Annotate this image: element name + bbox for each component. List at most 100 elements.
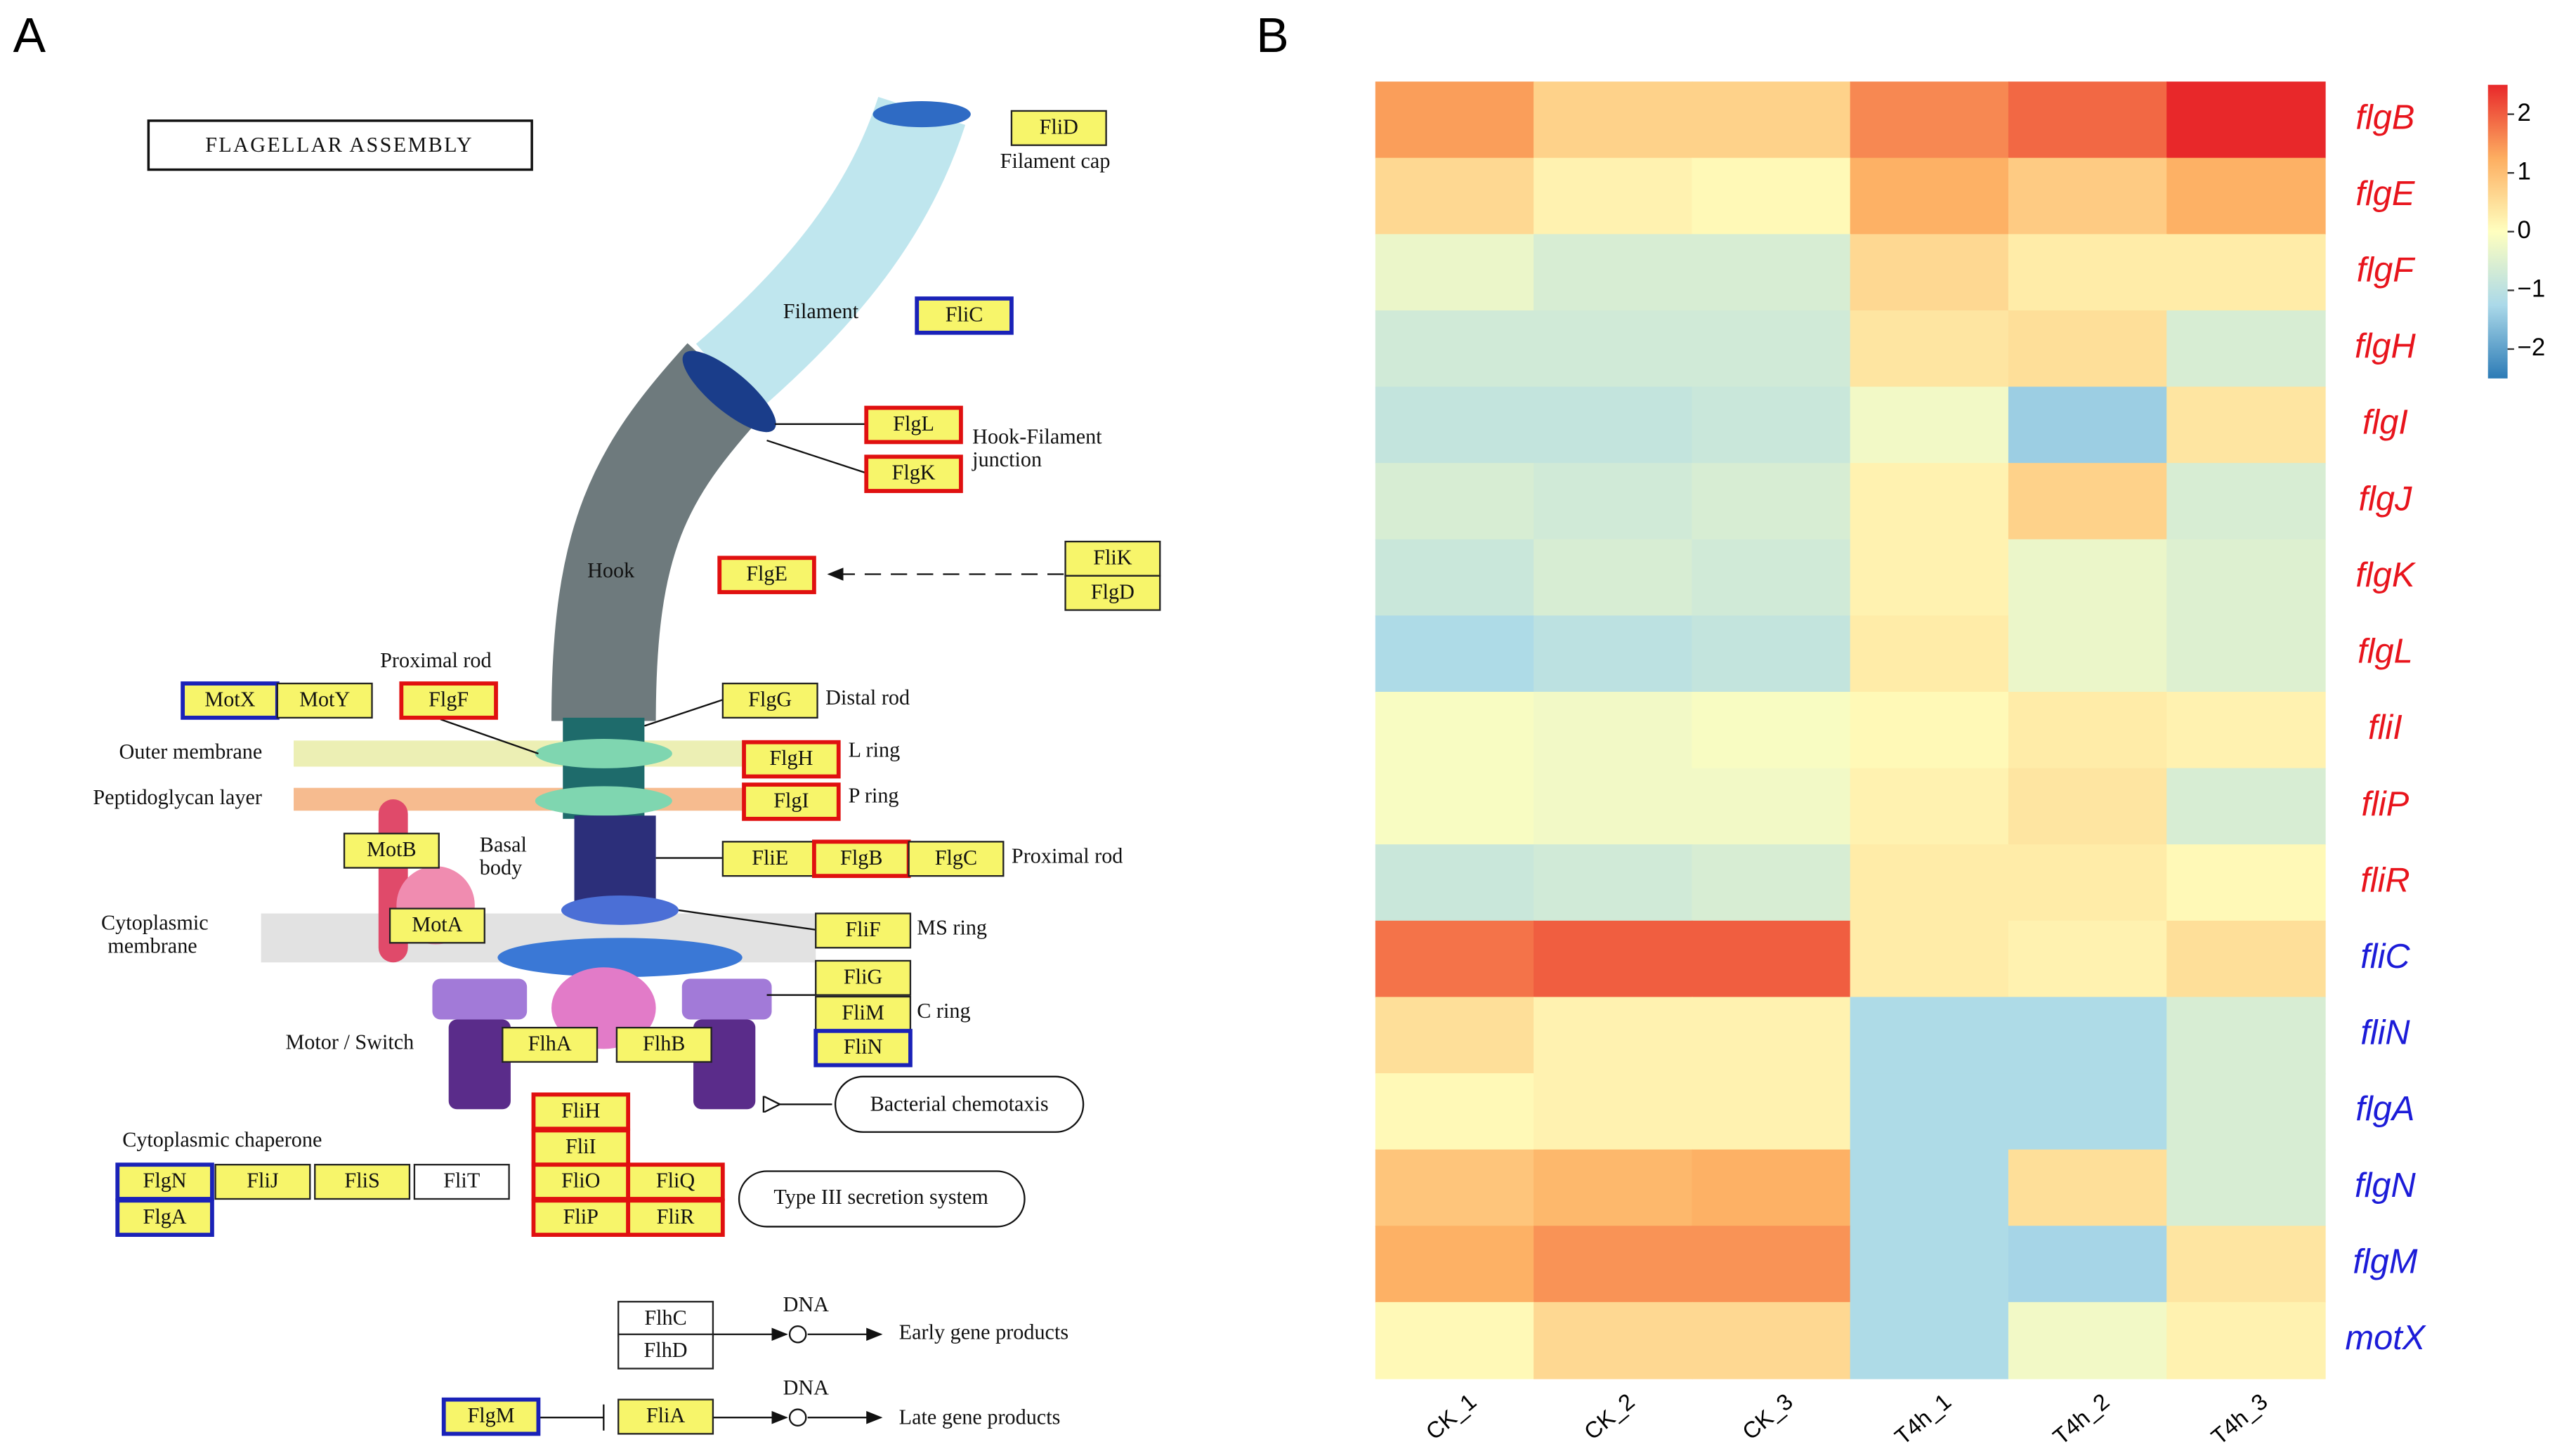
colorbar-tick-label: 0	[2518, 216, 2531, 244]
heatmap-cell	[1375, 615, 1535, 693]
diagram-label: body	[480, 855, 522, 879]
diagram-label: L ring	[849, 738, 901, 762]
heatmap-cell	[1534, 310, 1693, 388]
diagram-label: P ring	[849, 784, 899, 808]
heatmap-cell	[1375, 920, 1535, 998]
heatmap-cell	[1850, 615, 2010, 693]
heatmap-cell	[2166, 81, 2326, 159]
diagram-label: Early gene products	[899, 1320, 1068, 1344]
gene-label: FlgL	[893, 412, 934, 435]
heatmap-cell	[2166, 768, 2326, 846]
heatmap-cell	[2166, 1073, 2326, 1150]
heatmap-cell	[1692, 920, 1851, 998]
heatmap-cell	[1692, 1301, 1851, 1379]
heatmap-cell	[1850, 997, 2010, 1075]
heatmap-cell	[1692, 1073, 1851, 1150]
gene-label: FliA	[646, 1403, 686, 1427]
diagram-label: Cytoplasmic chaperone	[122, 1128, 322, 1152]
heatmap-cell	[1692, 539, 1851, 617]
heatmap-cell	[1534, 386, 1693, 464]
diagram-label: Distal rod	[825, 686, 910, 709]
heatmap-cell	[1692, 234, 1851, 312]
heatmap-cell	[1850, 310, 2010, 388]
row-label: flgE	[2355, 175, 2415, 213]
gene-box	[721, 682, 818, 719]
diagram-label: Motor / Switch	[285, 1030, 414, 1054]
diagram-label: Peptidoglycan layer	[93, 785, 262, 809]
heatmap-cell	[1850, 1226, 2010, 1304]
diagram-label: Basal	[480, 832, 527, 856]
colorbar-tick-label: −1	[2518, 275, 2546, 303]
gene-box	[815, 959, 912, 996]
heatmap-cell	[1534, 1073, 1693, 1150]
colorbar-tick-label: 1	[2518, 157, 2531, 185]
row-label: flgB	[2355, 98, 2414, 136]
gene-label: FliI	[565, 1134, 596, 1158]
filament-cap	[872, 100, 971, 128]
connector	[440, 719, 539, 755]
diagram-label: Outer membrane	[119, 740, 263, 763]
heatmap-cell	[2008, 1226, 2168, 1304]
c-ring	[681, 978, 772, 1020]
heatmap-cell	[1375, 997, 1535, 1075]
diagram-label: Filament	[783, 299, 859, 323]
gene-label: FlhA	[528, 1032, 572, 1056]
filament	[695, 96, 966, 413]
heatmap-cell	[1692, 386, 1851, 464]
diagram-label: DNA	[783, 1376, 830, 1400]
heatmap-cell	[1534, 157, 1693, 235]
heatmap-cell	[2008, 1149, 2168, 1227]
heatmap-cell	[1692, 615, 1851, 693]
l-ring	[535, 739, 672, 768]
heatmap-cell	[1375, 157, 1535, 235]
diagram-label: Proximal rod	[1012, 844, 1123, 868]
heatmap-cell	[2008, 539, 2168, 617]
column-label: T4h_3	[2206, 1389, 2273, 1450]
row-label: flgN	[2355, 1167, 2417, 1205]
gene-box	[214, 1164, 311, 1200]
heatmap-cell	[2008, 997, 2168, 1075]
row-label: flgI	[2362, 404, 2408, 442]
gene-label: MotX	[204, 688, 255, 711]
gene-label: FliT	[443, 1169, 480, 1193]
p-ring	[535, 786, 672, 816]
gene-box	[617, 1333, 714, 1370]
heatmap-cell	[1375, 310, 1535, 388]
gene-label: FliR	[657, 1205, 695, 1228]
row-label: motX	[2345, 1319, 2426, 1357]
gene-box	[864, 454, 963, 493]
heatmap-cell	[2166, 386, 2326, 464]
diagram-label: Hook-Filament	[972, 425, 1102, 449]
row-label: flgK	[2355, 556, 2417, 594]
heatmap-cell	[1850, 768, 2010, 846]
gene-box	[1064, 540, 1161, 577]
heatmap-cell	[2166, 691, 2326, 769]
row-label: fliN	[2360, 1014, 2410, 1052]
diagram-label: C ring	[917, 999, 970, 1023]
row-label: flgM	[2353, 1242, 2418, 1280]
heatmap-cell	[1692, 691, 1851, 769]
gene-box	[617, 1398, 714, 1435]
gene-box	[908, 841, 1005, 877]
diagram-label: Bacterial chemotaxis	[870, 1092, 1049, 1116]
heatmap-cell	[1375, 1149, 1535, 1227]
gene-box	[531, 1198, 631, 1237]
gene-label: FlgB	[840, 846, 882, 870]
heatmap-cell	[1850, 81, 2010, 159]
gene-box	[815, 995, 912, 1032]
gene-label: FlgN	[143, 1169, 187, 1193]
heatmap-cell	[1850, 1301, 2010, 1379]
heatmap-cell	[1534, 768, 1693, 846]
heatmap-cell	[2166, 1301, 2326, 1379]
heatmap-cell	[1850, 234, 2010, 312]
heatmap-cell	[1534, 539, 1693, 617]
gene-label: FliK	[1093, 546, 1132, 570]
heatmap-cell	[2166, 997, 2326, 1075]
gene-label: FlgG	[748, 688, 792, 711]
heatmap-cell	[1534, 1149, 1693, 1227]
row-label: fliP	[2362, 785, 2410, 823]
gene-box	[441, 1397, 541, 1436]
gene-label: FliG	[844, 964, 882, 988]
heatmap-cell	[1692, 463, 1851, 540]
c-ring	[448, 1019, 511, 1110]
